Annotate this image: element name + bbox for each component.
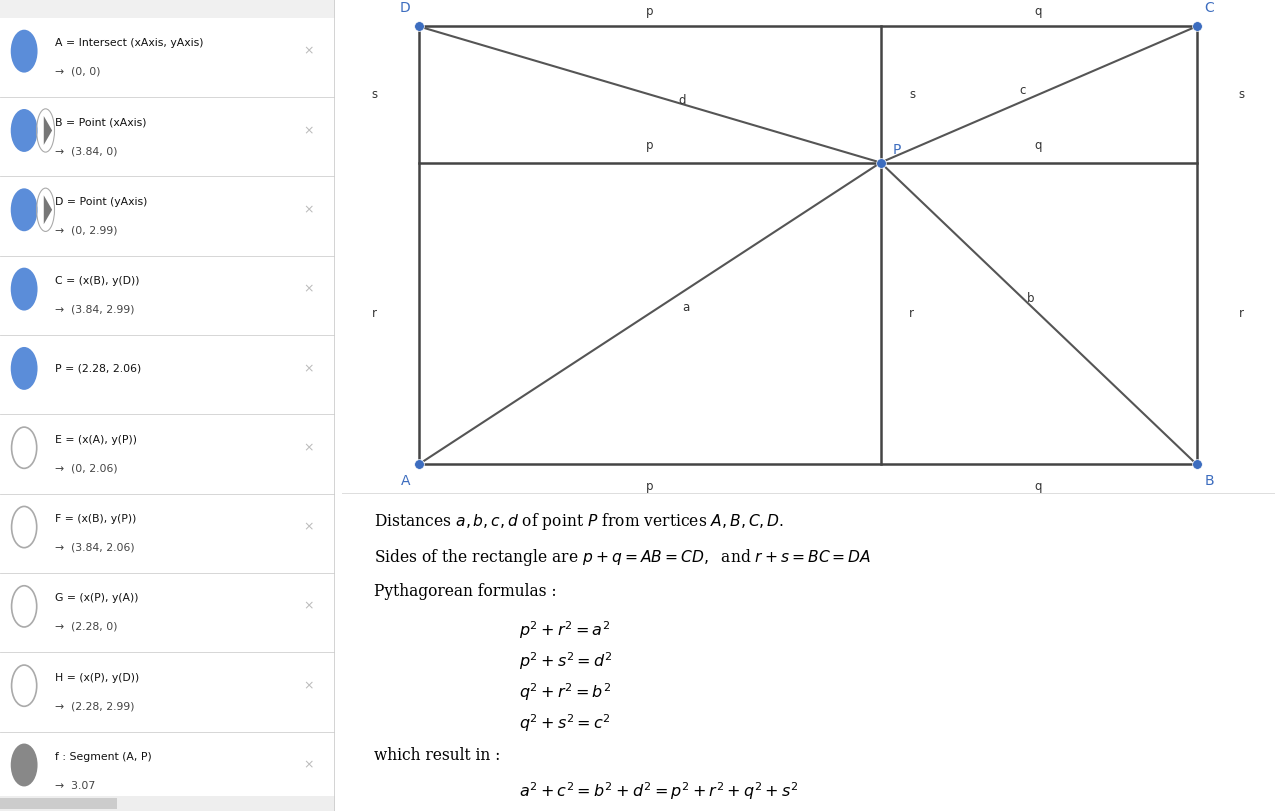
Text: →  (3.84, 0): → (3.84, 0) (55, 146, 118, 156)
Text: P = (2.28, 2.06): P = (2.28, 2.06) (55, 363, 142, 373)
Text: ×: × (303, 124, 314, 137)
Text: A: A (402, 474, 411, 487)
Text: r: r (909, 307, 914, 320)
Polygon shape (44, 116, 52, 145)
Text: Sides of the rectangle are $p+q = AB = CD,$  and $r+s = BC = DA$: Sides of the rectangle are $p+q = AB = C… (374, 547, 872, 568)
Text: s: s (371, 88, 378, 101)
Text: H = (x(P), y(D)): H = (x(P), y(D)) (55, 673, 140, 683)
Ellipse shape (12, 586, 37, 627)
Ellipse shape (12, 665, 37, 706)
Bar (0, 798, 118, 809)
Text: ×: × (303, 758, 314, 771)
Text: G = (x(P), y(A)): G = (x(P), y(A)) (55, 594, 138, 603)
Text: →  (0, 2.06): → (0, 2.06) (55, 463, 118, 474)
Text: →  (2.28, 0): → (2.28, 0) (55, 622, 118, 632)
Ellipse shape (12, 744, 37, 786)
Ellipse shape (12, 109, 37, 151)
Text: $q^2 + r^2 = b^2$: $q^2 + r^2 = b^2$ (518, 681, 611, 703)
Text: →  (2.28, 2.99): → (2.28, 2.99) (55, 702, 134, 711)
Text: C = (x(B), y(D)): C = (x(B), y(D)) (55, 277, 140, 286)
Text: Distances $a, b, c, d$ of point $P$ from vertices $A, B, C, D.$: Distances $a, b, c, d$ of point $P$ from… (374, 511, 785, 531)
Ellipse shape (12, 31, 37, 72)
Text: ◄: ◄ (4, 799, 10, 809)
Text: →  (3.84, 2.06): → (3.84, 2.06) (55, 543, 134, 552)
Text: a: a (682, 301, 690, 314)
Text: $p^2 + s^2 = d^2$: $p^2 + s^2 = d^2$ (518, 650, 613, 672)
Text: s: s (1238, 88, 1244, 101)
Text: ×: × (303, 282, 314, 295)
Text: q: q (1034, 139, 1042, 152)
Text: s: s (909, 88, 915, 101)
Text: ×: × (303, 441, 314, 454)
Text: b: b (1027, 292, 1034, 305)
Text: d: d (678, 94, 686, 107)
Text: $p^2 + r^2 = a^2$: $p^2 + r^2 = a^2$ (518, 620, 611, 642)
Text: ×: × (303, 521, 314, 534)
Text: C: C (1204, 1, 1215, 15)
Text: E = (x(A), y(P)): E = (x(A), y(P)) (55, 435, 137, 444)
Bar (0, 0, 335, 18)
Text: $a^2 + c^2 = b^2 + d^2 = p^2 + r^2 + q^2 + s^2$: $a^2 + c^2 = b^2 + d^2 = p^2 + r^2 + q^2… (518, 780, 799, 802)
Text: →  3.07: → 3.07 (55, 781, 96, 791)
Ellipse shape (12, 189, 37, 230)
Text: D: D (401, 1, 411, 15)
Ellipse shape (12, 427, 37, 469)
Text: P: P (892, 143, 901, 157)
Text: Pythagorean formulas :: Pythagorean formulas : (374, 583, 557, 600)
Text: r: r (371, 307, 376, 320)
Text: which result in :: which result in : (374, 747, 500, 764)
Text: f : Segment (A, P): f : Segment (A, P) (55, 752, 152, 762)
Text: c: c (1019, 84, 1025, 97)
Text: A = Intersect (xAxis, yAxis): A = Intersect (xAxis, yAxis) (55, 38, 204, 48)
Ellipse shape (12, 348, 37, 389)
Text: q: q (1034, 480, 1042, 493)
Text: ×: × (303, 45, 314, 58)
Ellipse shape (12, 268, 37, 310)
Ellipse shape (12, 506, 37, 547)
Text: p: p (646, 5, 653, 18)
Polygon shape (44, 195, 52, 224)
Text: ×: × (303, 679, 314, 692)
Text: ×: × (303, 204, 314, 217)
Bar (0, 796, 335, 811)
Text: r: r (1239, 307, 1244, 320)
Text: ×: × (303, 362, 314, 375)
Text: D = Point (yAxis): D = Point (yAxis) (55, 197, 147, 207)
Text: →  (0, 2.99): → (0, 2.99) (55, 225, 118, 235)
Text: ×: × (303, 600, 314, 613)
Text: B = Point (xAxis): B = Point (xAxis) (55, 118, 147, 127)
Text: p: p (646, 139, 653, 152)
Text: F = (x(B), y(P)): F = (x(B), y(P)) (55, 514, 137, 524)
Text: →  (3.84, 2.99): → (3.84, 2.99) (55, 305, 134, 315)
Text: $q^2 + s^2 = c^2$: $q^2 + s^2 = c^2$ (518, 713, 611, 734)
Text: p: p (646, 480, 653, 493)
Text: →  (0, 0): → (0, 0) (55, 67, 101, 77)
Text: q: q (1034, 5, 1042, 18)
Text: B: B (1204, 474, 1215, 487)
